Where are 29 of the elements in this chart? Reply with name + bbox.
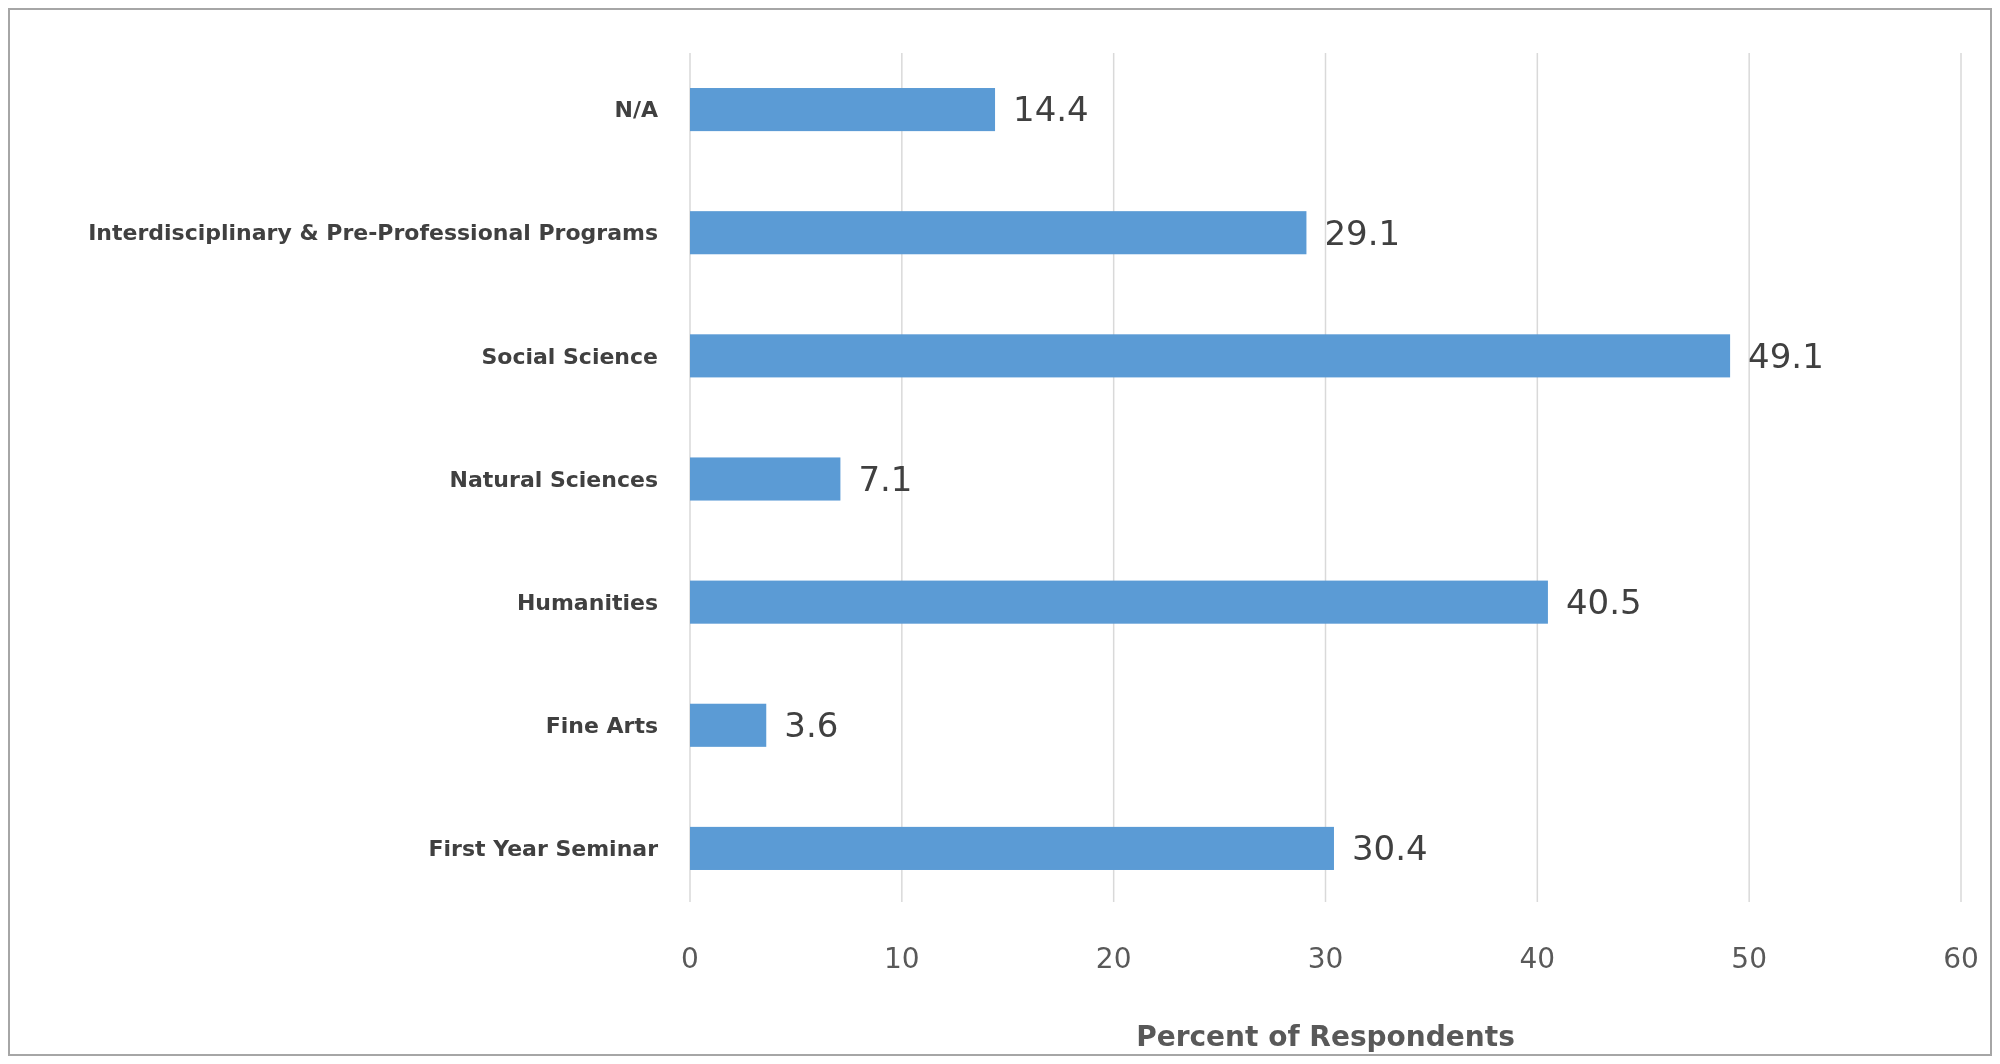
x-axis-title: Percent of Respondents [1136, 1019, 1515, 1053]
data-label: 29.1 [1324, 212, 1401, 253]
y-tick-label: N/A [614, 97, 658, 123]
data-label: 30.4 [1351, 828, 1428, 869]
y-tick-label: Humanities [516, 589, 658, 615]
bar [690, 580, 1548, 624]
x-tick-label: 20 [1095, 941, 1132, 975]
x-tick-label: 10 [884, 941, 920, 975]
data-label: 40.5 [1565, 582, 1642, 623]
bar [690, 334, 1731, 378]
y-tick-label: Social Science [481, 343, 658, 369]
bar [690, 703, 767, 747]
x-tick-label: 30 [1307, 941, 1344, 975]
x-tick-label: 0 [681, 941, 699, 975]
bar [690, 88, 996, 132]
y-tick-label: Interdisciplinary & Pre-Professional Programs [88, 220, 658, 246]
data-label: 14.4 [1013, 89, 1089, 130]
data-label: 7.1 [858, 458, 913, 499]
x-tick-label: 40 [1519, 941, 1556, 975]
bar [690, 826, 1334, 870]
y-tick-label: Natural Sciences [449, 466, 658, 492]
bar [690, 457, 841, 501]
bar [690, 211, 1307, 255]
y-tick-label: First Year Seminar [428, 836, 659, 862]
data-label: 3.6 [784, 705, 839, 746]
y-tick-label: Fine Arts [545, 712, 658, 738]
x-tick-label: 50 [1731, 941, 1767, 975]
x-tick-label: 60 [1943, 941, 1979, 975]
data-label: 49.1 [1748, 335, 1824, 376]
